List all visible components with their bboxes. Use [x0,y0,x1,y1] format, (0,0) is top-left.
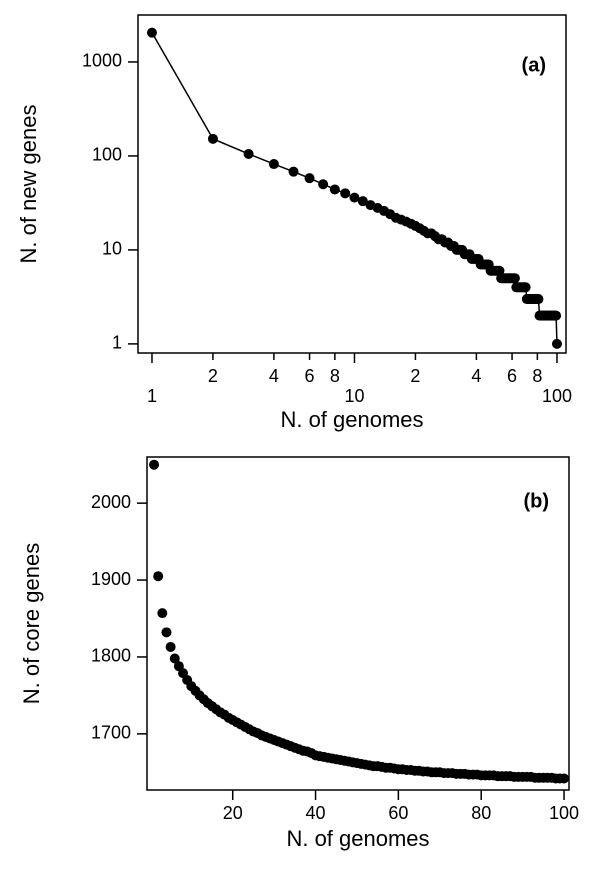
data-point [340,188,351,199]
x-tick-label: 8 [330,366,340,386]
panel-label: (b) [523,490,549,512]
plot-frame [137,14,567,354]
data-point [207,133,218,144]
data-point [161,627,172,638]
data-point [349,192,360,203]
data-point [357,196,368,207]
x-tick-label: 4 [471,366,481,386]
x-tick-label: 10 [344,386,364,406]
y-axis-label: N. of new genes [16,105,41,264]
y-tick-label: 2000 [91,492,131,512]
data-point [157,608,168,619]
x-tick-label: 20 [223,803,243,823]
x-axis-label: N. of genomes [286,826,429,851]
x-tick-label: 40 [306,803,326,823]
data-point [559,773,570,784]
x-tick-label: 80 [471,803,491,823]
x-tick-label: 8 [532,366,542,386]
data-point [288,166,299,177]
data-point [268,159,279,170]
x-tick-label: 2 [208,366,218,386]
data-point [165,641,176,652]
y-axis-label: N. of core genes [19,543,44,704]
data-point [551,338,562,349]
data-line [151,32,558,344]
y-tick-label: 1000 [82,51,122,71]
data-point [149,459,160,470]
y-tick-label: 1800 [91,646,131,666]
data-point [304,173,315,184]
y-tick-label: 1700 [91,723,131,743]
panel-label: (a) [522,54,546,76]
x-tick-label: 1 [147,386,157,406]
x-tick-label: 100 [542,386,572,406]
data-point [520,282,531,293]
plot-frame [146,456,570,791]
x-tick-label: 6 [305,366,315,386]
data-point [318,179,329,190]
data-point [169,653,180,664]
x-tick-label: 60 [388,803,408,823]
data-point [153,571,164,582]
data-point [494,265,505,276]
data-point [533,294,544,305]
data-point [243,148,254,159]
x-tick-label: 4 [269,366,279,386]
x-tick-label: 6 [507,366,517,386]
x-tick-label: 100 [549,803,579,823]
x-tick-label: 2 [410,366,420,386]
data-point [551,310,562,321]
data-point [509,273,520,284]
y-tick-label: 100 [92,145,122,165]
y-tick-label: 1900 [91,569,131,589]
x-axis-label: N. of genomes [280,407,423,432]
y-tick-label: 1 [112,333,122,353]
data-point [146,27,157,38]
data-point [329,184,340,195]
y-tick-label: 10 [102,239,122,259]
